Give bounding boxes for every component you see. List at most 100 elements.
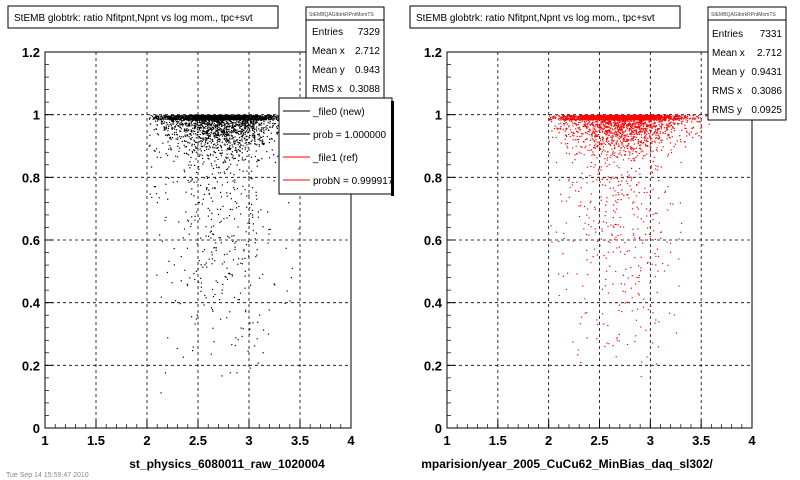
- scatter-point: [663, 116, 665, 118]
- scatter-point: [212, 118, 214, 120]
- scatter-point: [254, 139, 256, 141]
- scatter-point: [235, 118, 237, 120]
- scatter-point: [216, 124, 218, 126]
- scatter-point: [225, 126, 227, 128]
- scatter-point: [276, 132, 278, 134]
- scatter-point: [641, 242, 644, 244]
- scatter-point: [191, 114, 193, 116]
- scatter-point: [621, 120, 623, 122]
- scatter-point: [613, 177, 615, 180]
- scatter-point: [216, 120, 218, 123]
- scatter-point: [163, 116, 165, 118]
- scatter-point: [149, 134, 151, 136]
- scatter-point: [659, 130, 661, 133]
- scatter-point: [219, 134, 222, 136]
- scatter-point: [215, 130, 217, 132]
- scatter-point: [213, 122, 215, 124]
- scatter-point: [216, 208, 219, 210]
- scatter-point: [591, 123, 593, 126]
- scatter-point: [649, 152, 651, 154]
- scatter-point: [226, 117, 228, 119]
- scatter-point: [180, 280, 182, 282]
- scatter-point: [648, 233, 651, 235]
- scatter-point: [640, 136, 643, 138]
- scatter-point: [635, 123, 637, 125]
- scatter-point: [691, 117, 694, 119]
- scatter-point: [244, 158, 246, 160]
- scatter-point: [579, 128, 581, 130]
- scatter-point: [636, 121, 638, 123]
- scatter-point: [202, 163, 204, 165]
- scatter-point: [620, 127, 622, 130]
- scatter-point: [170, 138, 172, 140]
- scatter-point: [568, 180, 570, 182]
- scatter-point: [249, 134, 251, 137]
- scatter-point: [598, 222, 600, 224]
- scatter-point: [669, 117, 671, 119]
- scatter-point: [674, 143, 677, 145]
- scatter-point: [258, 124, 260, 126]
- scatter-point: [163, 129, 165, 131]
- scatter-point: [204, 139, 206, 141]
- scatter-point: [559, 119, 561, 121]
- scatter-point: [219, 127, 221, 129]
- scatter-point: [605, 257, 607, 259]
- scatter-point: [679, 115, 681, 117]
- scatter-point: [657, 128, 659, 130]
- scatter-point: [173, 132, 176, 134]
- scatter-point: [223, 118, 225, 121]
- scatter-point: [249, 207, 251, 209]
- scatter-point: [257, 159, 259, 161]
- scatter-point: [213, 135, 215, 137]
- scatter-point: [183, 169, 185, 171]
- scatter-point: [614, 123, 616, 125]
- scatter-point: [646, 139, 648, 141]
- scatter-point: [177, 118, 179, 120]
- scatter-point: [215, 242, 217, 244]
- scatter-point: [625, 151, 627, 153]
- scatter-point: [168, 119, 170, 121]
- scatter-point: [265, 128, 267, 131]
- scatter-point: [229, 131, 231, 133]
- scatter-point: [231, 122, 233, 124]
- scatter-point: [186, 116, 188, 118]
- scatter-point: [210, 134, 212, 136]
- scatter-point: [242, 328, 244, 330]
- scatter-point: [579, 136, 581, 138]
- scatter-point: [232, 137, 234, 139]
- scatter-point: [596, 254, 599, 256]
- scatter-point: [616, 133, 618, 135]
- scatter-point: [655, 255, 657, 257]
- scatter-point: [256, 115, 258, 117]
- scatter-point: [204, 132, 206, 134]
- scatter-point: [553, 128, 556, 130]
- scatter-point: [198, 114, 200, 117]
- scatter-point: [164, 219, 166, 222]
- scatter-point: [219, 152, 221, 154]
- scatter-point: [165, 127, 167, 129]
- scatter-point: [210, 118, 212, 120]
- scatter-point: [192, 130, 195, 132]
- scatter-point: [586, 249, 588, 251]
- scatter-point: [216, 147, 219, 149]
- scatter-point: [641, 123, 643, 125]
- scatter-point: [216, 139, 218, 141]
- scatter-point: [221, 141, 223, 143]
- scatter-point: [215, 118, 218, 120]
- scatter-point: [580, 119, 582, 121]
- scatter-point: [219, 118, 221, 120]
- scatter-point: [684, 141, 686, 143]
- scatter-point: [626, 250, 628, 252]
- scatter-point: [234, 201, 236, 203]
- scatter-point: [239, 150, 241, 152]
- scatter-point: [562, 275, 564, 277]
- scatter-point: [634, 123, 636, 125]
- scatter-point: [217, 134, 219, 136]
- scatter-point: [191, 130, 193, 132]
- scatter-point: [206, 148, 208, 150]
- scatter-point: [232, 119, 235, 121]
- scatter-point: [212, 114, 214, 117]
- scatter-point: [228, 135, 230, 137]
- scatter-point: [219, 139, 221, 141]
- scatter-point: [193, 114, 195, 116]
